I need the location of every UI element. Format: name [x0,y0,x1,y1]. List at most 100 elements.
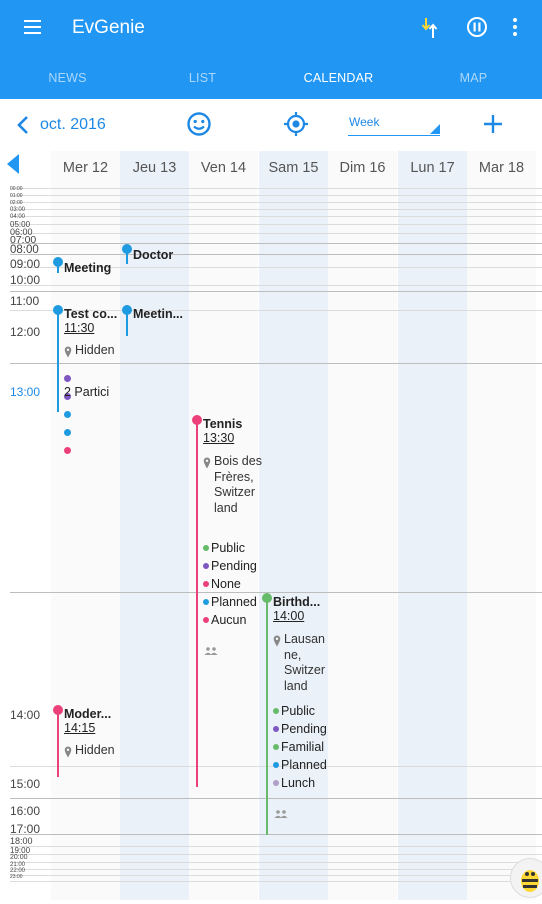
hour-line [10,592,542,593]
smiley-icon[interactable] [186,111,212,137]
hour-line [10,834,542,835]
hour-line [10,188,542,189]
event-tag: Planned [273,758,327,772]
event-title: Meetin... [133,307,184,321]
event-location: Lausan ne, Switzer land [273,632,333,694]
event-title: Birthd... [273,595,321,609]
dropdown-triangle-icon [430,124,440,134]
time-label: 16:00 [10,804,41,818]
view-select[interactable]: Week [348,110,440,136]
time-label: 06:00 [10,227,33,237]
tab-calendar[interactable]: CALENDAR [303,71,374,85]
event-tag: Aucun [203,613,246,627]
my-location-icon[interactable] [283,111,309,137]
day-header[interactable]: Mer 12 [62,160,109,176]
week-calendar[interactable]: Mer 12 Jeu 13 Ven 14 Sam 15 Dim 16 Lun 1… [0,151,542,900]
time-label: 17:00 [10,822,41,836]
day-column-bg [467,151,536,900]
hour-line [10,233,542,234]
time-label: 11:00 [10,294,40,308]
time-label: 20:00 [10,854,28,861]
hour-line [10,869,542,870]
bee-mascot-icon [521,870,539,892]
day-column-bg [259,151,328,900]
day-header[interactable]: Jeu 13 [132,160,177,176]
event-tag: Pending [273,722,327,736]
tab-map[interactable]: MAP [459,71,488,85]
day-header[interactable]: Sam 15 [268,160,319,176]
app-bar: EvGenie NEWS LIST CALENDAR MAP [0,0,542,99]
hour-line [10,285,542,286]
hour-line [10,862,542,863]
avatar[interactable] [510,858,542,898]
time-label: 23:00 [10,874,23,880]
day-header[interactable]: Ven 14 [200,160,247,176]
event-tag: Familial [273,740,324,754]
time-label: 10:00 [10,273,41,287]
event-time: 14:00 [273,609,305,623]
event-time: 13:30 [203,431,235,445]
event-tag: Pending [203,559,257,573]
event-tag: Lunch [273,776,315,790]
location-text: Hidden [75,343,115,357]
hour-line [10,209,542,210]
app-title: EvGenie [72,17,145,38]
day-header[interactable]: Dim 16 [339,160,386,176]
people-icon [274,810,288,818]
triangle-left-icon[interactable] [6,153,20,175]
tab-list[interactable]: LIST [188,71,217,85]
menu-icon[interactable] [20,16,46,40]
event-tag: Planned [203,595,257,609]
time-label: 12:00 [10,325,41,339]
event-time: 11:30 [64,321,95,335]
time-label: 03:00 [10,207,26,213]
day-column-bg [398,151,467,900]
hour-line [10,195,542,196]
time-label: 14:00 [10,708,41,722]
participants-count: 2 Partici [64,385,110,399]
sort-icon[interactable] [418,16,442,40]
calendar-toolbar: oct. 2016 Week [0,99,542,151]
time-label: 18:00 [10,836,33,846]
day-column-bg [189,151,258,900]
time-label: 05:00 [10,220,31,229]
hour-line [10,881,542,882]
tab-bar: NEWS LIST CALENDAR MAP [0,60,542,99]
event-tag: None [203,577,241,591]
tab-news[interactable]: NEWS [48,71,87,85]
pin-icon [64,746,72,758]
pause-icon[interactable] [466,16,488,38]
event-location: Hidden [64,743,115,759]
time-label: 09:00 [10,257,41,271]
day-column-bg [120,151,189,900]
event-title: Meeting [64,261,112,275]
back-arrow-icon[interactable] [14,114,32,136]
day-header[interactable]: Lun 17 [410,160,455,176]
time-label: 00:00 [10,186,23,192]
day-column-bg [328,151,397,900]
pin-icon [203,457,211,469]
hour-line [10,854,542,855]
day-column-bg [51,151,120,900]
pin-icon [64,346,72,358]
hour-line [10,798,542,799]
day-header[interactable]: Mar 18 [478,160,525,176]
event-title: Doctor [133,248,174,262]
time-label: 04:00 [10,214,26,220]
hour-line [10,254,542,255]
time-label: 01:00 [10,193,23,199]
time-label: 02:00 [10,200,23,206]
hour-line [10,202,542,203]
month-label[interactable]: oct. 2016 [40,116,106,133]
hour-line [10,310,542,311]
event-title: Test co... [64,307,118,321]
pin-icon [273,635,281,647]
time-label: 15:00 [10,777,41,791]
view-select-value: Week [349,115,380,129]
event-location: Hidden [64,343,115,359]
more-vert-icon[interactable] [508,16,522,38]
location-text: Hidden [75,743,115,757]
hour-line [10,846,542,847]
add-icon[interactable] [482,113,504,135]
event-tag: Public [273,704,315,718]
